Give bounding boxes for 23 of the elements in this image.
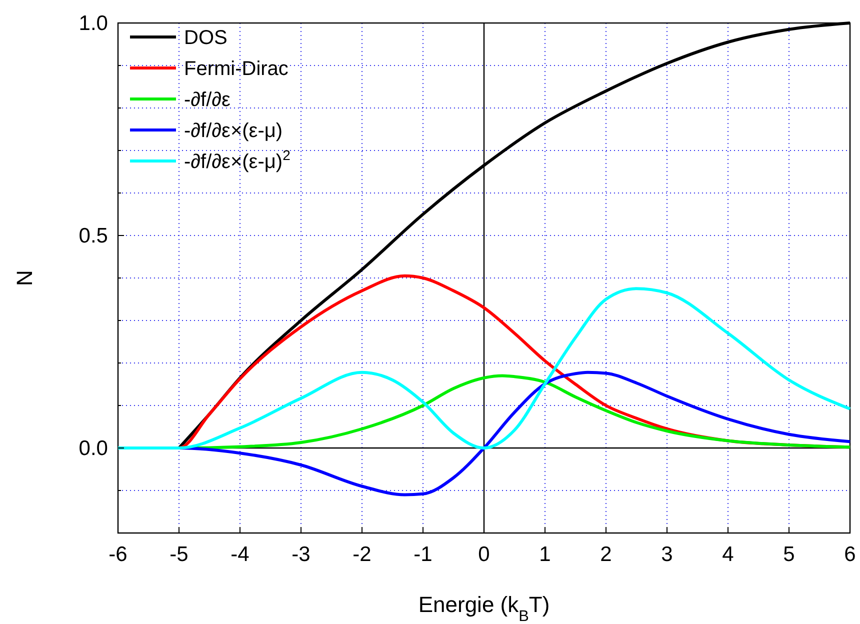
x-tick-label: 1 xyxy=(539,543,551,566)
x-tick-label: 0 xyxy=(478,543,490,566)
y-tick-label: 0.5 xyxy=(78,224,108,248)
x-tick-label: 2 xyxy=(600,543,612,566)
x-tick-label: -5 xyxy=(170,543,188,566)
x-tick-label: -1 xyxy=(414,543,432,566)
x-tick-label: -2 xyxy=(352,543,372,566)
x-tick-label: -6 xyxy=(108,543,128,566)
legend-label: -∂f/∂ε×(ε-μ) xyxy=(184,120,283,142)
y-axis-title: N xyxy=(12,270,37,286)
x-tick-label: 4 xyxy=(722,543,734,566)
x-tick-label: -4 xyxy=(230,543,250,566)
y-tick-label: 1.0 xyxy=(78,12,108,35)
x-tick-label: 6 xyxy=(844,543,856,566)
legend-label: -∂f/∂ε xyxy=(184,89,231,111)
x-tick-label: 3 xyxy=(661,543,673,566)
y-tick-label: 0.0 xyxy=(78,437,108,460)
legend-label: Fermi-Dirac xyxy=(184,58,288,80)
x-axis-title: Energie (k$_{B}$T) xyxy=(418,592,550,624)
x-tick-label: 5 xyxy=(783,543,795,566)
legend-label: -∂f/∂ε×(ε-μ)$^{2}$ xyxy=(184,147,291,173)
x-tick-label: -3 xyxy=(292,543,310,566)
legend-label: DOS xyxy=(184,27,228,49)
